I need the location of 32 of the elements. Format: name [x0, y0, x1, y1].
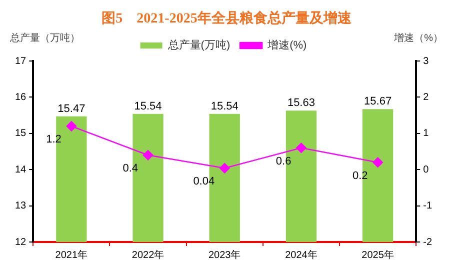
chart-title: 图5 2021-2025年全县粮食总产量及增速 [102, 10, 352, 27]
x-tick-label: 2023年 [208, 248, 241, 261]
x-tick-label: 2022年 [132, 248, 164, 261]
x-tick-label: 2025年 [362, 248, 394, 261]
data-label: 15.63 [287, 97, 315, 110]
data-label: 15.67 [364, 96, 392, 108]
data-label: 15.54 [210, 100, 238, 112]
y-tick-label: 15 [15, 128, 27, 140]
data-label: 15.54 [134, 100, 162, 112]
point [219, 163, 230, 174]
legend-label: 增速(%) [266, 38, 307, 52]
point [296, 142, 306, 154]
y2-tick-label: -1 [423, 200, 432, 212]
data-label: 15.47 [58, 102, 86, 115]
y2-tick-label: 3 [423, 56, 430, 67]
y2-tick-label: 2 [423, 92, 430, 103]
y2-tick-label: 0 [423, 164, 430, 176]
point [66, 121, 77, 132]
y2-tick-label: 1 [423, 128, 430, 140]
y-tick-label: 16 [15, 92, 27, 103]
x-tick-label: 2021年 [55, 248, 88, 261]
y-tick-label: 12 [15, 236, 27, 248]
y-tick-label: 14 [15, 164, 27, 176]
y2-tick-label: -2 [423, 236, 432, 248]
x-tick-label: 2024年 [285, 248, 318, 261]
y2-axis-title: 增速（%） [393, 32, 443, 44]
point [372, 157, 383, 168]
y-axis-title: 总产量（万吨） [9, 32, 80, 44]
point [142, 150, 154, 160]
y-tick-label: 17 [15, 56, 27, 67]
legend-label: 总产量(万吨) [166, 38, 230, 52]
y-tick-label: 13 [15, 200, 27, 212]
